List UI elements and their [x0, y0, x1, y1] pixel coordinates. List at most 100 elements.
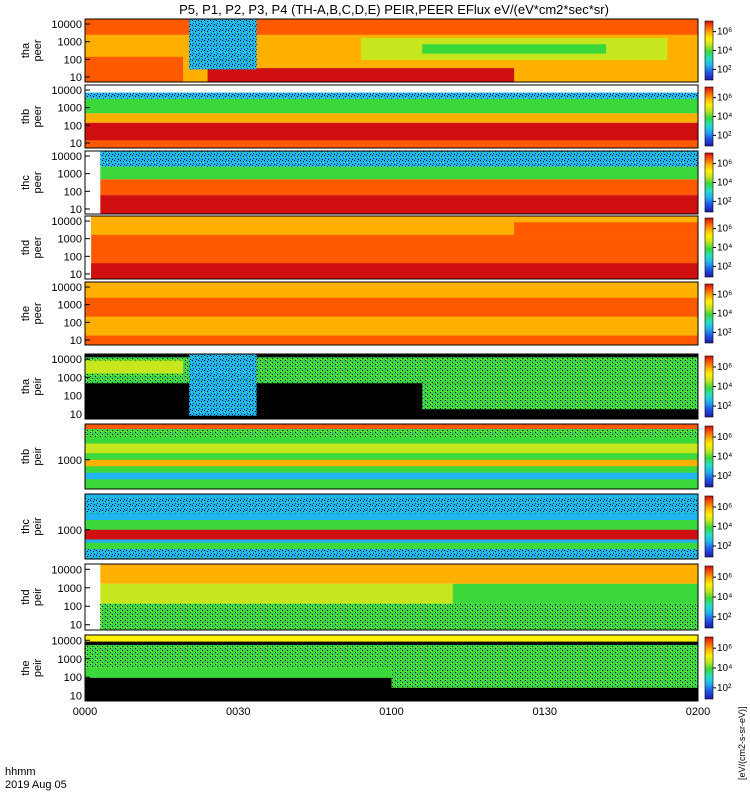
spectrogram-band [85, 92, 698, 99]
spectrogram-band [100, 151, 698, 167]
panel-peer-b: 10000 1000 100 10 thbpeer 10² 10⁴ 10⁶ [20, 84, 732, 150]
y-tick-label: 1000 [58, 583, 82, 595]
panel-label: thdpeer [20, 236, 44, 258]
panel-label-line: peer [32, 39, 44, 61]
colorbar-tick-label: 10⁴ [717, 46, 732, 57]
panel-label: thcpeir [20, 517, 44, 536]
panel-frame [84, 150, 699, 215]
spectrogram-band [100, 166, 698, 180]
x-tick-label: 0200 [686, 706, 710, 718]
x-tick-label: 0130 [533, 706, 557, 718]
panel-label: thcpeer [20, 171, 44, 193]
colorbar-tick-label: 10² [717, 471, 732, 482]
y-tick-label: 10000 [51, 635, 82, 647]
y-tick-label: 10000 [51, 282, 82, 294]
y-tick-label: 10 [70, 204, 82, 216]
colorbar-tick-label: 10² [717, 327, 732, 338]
colorbar-tick-label: 10⁴ [717, 243, 732, 254]
spectrogram-peer-a [85, 19, 698, 82]
y-tick-label: 10000 [51, 216, 82, 228]
spectrogram-band [85, 113, 698, 123]
spectrogram-band [85, 459, 698, 467]
panel-label-line: thd [20, 240, 32, 255]
spectrogram-band [85, 429, 698, 437]
spectrogram-peir-b [85, 424, 698, 489]
y-tick-label: 1000 [58, 455, 82, 467]
colorbar-tick-label: 10⁶ [717, 572, 732, 583]
colorbar-tick-label: 10² [717, 130, 732, 141]
panel-label-line: thc [20, 519, 32, 534]
spectrogram-band [100, 179, 698, 196]
panel-frame [84, 281, 699, 346]
panel-label-line: peer [32, 105, 44, 127]
colorbar-peir-b [704, 425, 714, 488]
spectrogram-peir-c [85, 494, 698, 559]
panel-frame [84, 493, 699, 560]
colorbar-tick-label: 10² [717, 541, 732, 552]
spectrogram-band [85, 140, 698, 148]
y-tick-label: 100 [64, 251, 82, 263]
colorbar-tick-label: 10⁴ [717, 309, 732, 320]
colorbar-tick-label: 10⁴ [717, 592, 732, 603]
spectrogram-band [85, 443, 698, 454]
spectrogram-peir-d [85, 564, 698, 630]
spectrogram-band [85, 98, 698, 114]
panel-label-line: peir [32, 377, 44, 396]
colorbar-tick-label: 10⁴ [717, 452, 732, 463]
colorbar-tick-label: 10⁴ [717, 112, 732, 123]
panel-label-line: tha [20, 42, 32, 58]
x-tick-label: 0100 [379, 706, 403, 718]
plot-title: P5, P1, P2, P3, P4 (TH-A,B,C,D,E) PEIR,P… [179, 2, 609, 17]
colorbar-tick-label: 10² [717, 261, 732, 272]
y-tick-label: 100 [64, 601, 82, 613]
colorbar-peer-c [704, 152, 714, 213]
y-tick-label: 1000 [58, 300, 82, 312]
y-tick-label: 10000 [51, 354, 82, 366]
y-tick-label: 1000 [58, 525, 82, 537]
panel-frame [84, 563, 699, 631]
colorbar-tick-label: 10⁶ [717, 159, 732, 170]
y-tick-label: 1000 [58, 169, 82, 181]
spectrogram-band [85, 424, 698, 430]
spectrogram-band [85, 520, 698, 530]
colorbar-tick-label: 10² [717, 64, 732, 75]
colorbar-tick-label: 10² [717, 612, 732, 623]
spectrogram-band [85, 497, 698, 514]
colorbar-peir-a [704, 355, 714, 418]
panel-peer-a: 10000 1000 100 10 thapeer 10² 10⁴ 10⁶ [20, 18, 732, 84]
spectrogram-band [422, 383, 698, 410]
y-tick-label: 1000 [58, 654, 82, 666]
colorbar-tick-label: 10⁶ [717, 224, 732, 235]
spectrogram-band [85, 644, 698, 668]
y-tick-label: 100 [64, 391, 82, 403]
panel-frame [84, 353, 699, 420]
y-tick-label: 1000 [58, 103, 82, 115]
panel-label: thapeir [20, 377, 44, 396]
panel-peir-c: 1000 thcpeir 10² 10⁴ 10⁶ [20, 493, 732, 560]
y-tick-label: 10 [70, 409, 82, 421]
spectrogram-band [85, 472, 698, 480]
panel-label-line: peir [32, 517, 44, 536]
spectrogram-peer-d [85, 216, 698, 279]
colorbar-peir-d [704, 565, 714, 629]
panel-label-line: peer [32, 236, 44, 258]
panel-label-line: peir [32, 658, 44, 677]
y-tick-label: 10 [70, 620, 82, 632]
y-tick-label: 100 [64, 120, 82, 132]
spectrogram-band [422, 44, 607, 54]
colorbar-tick-label: 10⁶ [717, 502, 732, 513]
y-tick-label: 100 [64, 54, 82, 66]
spectrogram-band [85, 122, 698, 141]
colorbar-peer-a [704, 20, 714, 81]
spectrogram-peer-e [85, 282, 698, 345]
panel-frame [84, 18, 699, 83]
spectrogram-band [85, 297, 698, 317]
colorbar-peer-b [704, 86, 714, 147]
panel-peir-d: 10000 1000 100 10 thdpeir 10² 10⁴ 10⁶ [20, 563, 732, 632]
colorbar-peir-c [704, 495, 714, 558]
panel-label-line: peer [32, 302, 44, 324]
panel-peer-c: 10000 1000 100 10 thcpeer 10² 10⁴ 10⁶ [20, 150, 732, 216]
y-tick-label: 10000 [51, 564, 82, 576]
spectrogram-band [85, 335, 698, 345]
y-tick-label: 1000 [58, 37, 82, 49]
